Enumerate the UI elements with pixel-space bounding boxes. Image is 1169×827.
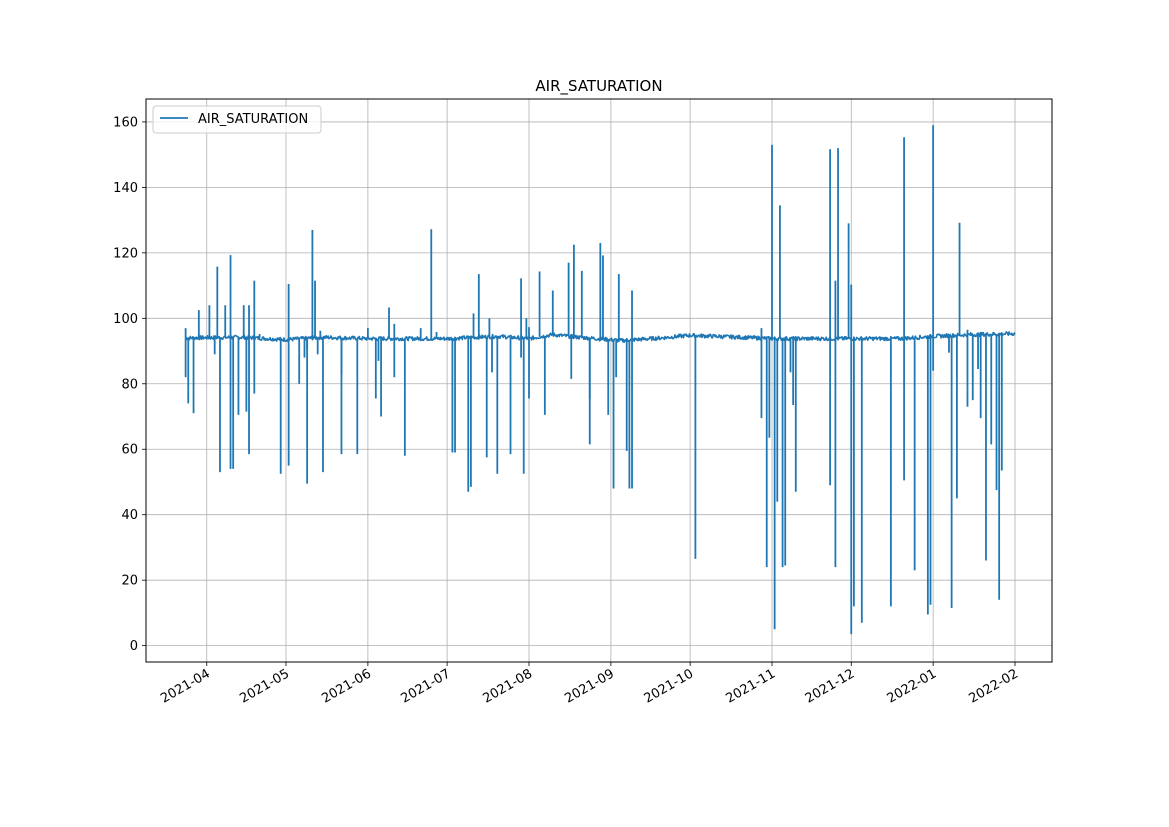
- legend-box: [152, 105, 322, 134]
- y-tick-label: 140: [113, 181, 138, 196]
- y-axis: 0 20 40 60 80 100 120 140 160: [113, 115, 146, 654]
- y-tick-label: 120: [113, 246, 138, 261]
- y-tick-label: 60: [121, 443, 138, 458]
- legend: AIR_SATURATION: [152, 105, 322, 134]
- y-tick-label: 40: [121, 508, 138, 523]
- y-tick-label: 0: [130, 639, 138, 654]
- y-tick-label: 20: [121, 574, 138, 589]
- chart-title: AIR_SATURATION: [535, 77, 662, 96]
- plot-area: [146, 99, 1052, 662]
- series-line: [185, 331, 1016, 344]
- y-tick-label: 80: [121, 377, 138, 392]
- axes-frame: [145, 98, 1053, 663]
- legend-entry: AIR_SATURATION: [198, 112, 308, 127]
- y-tick-label: 160: [113, 115, 138, 130]
- y-tick-label: 100: [113, 312, 138, 327]
- series-layer: [184, 125, 1016, 635]
